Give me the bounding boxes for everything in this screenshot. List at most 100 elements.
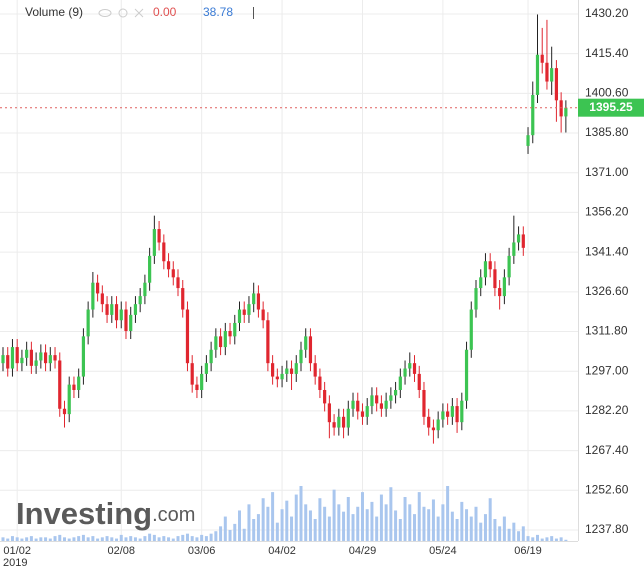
candle-body — [389, 395, 393, 401]
y-tick-label: 1326.60 — [585, 284, 629, 298]
candle-body — [294, 363, 298, 374]
candle-body — [299, 349, 303, 364]
candle-body — [218, 336, 223, 348]
candle-body — [313, 363, 317, 377]
candle-body — [96, 282, 100, 294]
candle-body — [365, 406, 369, 417]
volume-bar — [223, 516, 227, 541]
axes: 1237.80 1252.60 1267.40 1282.20 1297.00 1311.… — [0, 6, 644, 557]
y-tick-label: 1356.20 — [585, 205, 629, 219]
volume-bar — [436, 516, 440, 541]
volume-bar — [233, 523, 237, 541]
volume-bar — [299, 486, 303, 541]
volume-bar — [450, 511, 454, 541]
volume-bar — [261, 498, 265, 541]
volume-bar — [96, 538, 100, 541]
candle-body — [498, 288, 502, 297]
volume-bar — [280, 509, 284, 541]
candle-body — [422, 389, 426, 417]
volume-bar — [209, 533, 213, 541]
candle-body — [412, 363, 417, 374]
volume-bar — [469, 516, 473, 541]
candle-body — [436, 419, 440, 431]
candle-body — [535, 54, 540, 95]
candle-body — [110, 304, 114, 315]
volume-bar — [242, 528, 246, 541]
volume-bar — [176, 536, 180, 541]
candle-body — [337, 416, 341, 428]
candle-body — [370, 395, 374, 407]
volume-bar — [384, 504, 388, 541]
candle-body — [185, 309, 190, 364]
volume-bar — [62, 537, 66, 541]
candle-body — [1, 355, 5, 364]
candle-body — [157, 229, 161, 243]
volume-bar — [238, 510, 241, 541]
candle-body — [181, 288, 185, 310]
candle-body — [474, 288, 478, 310]
candle-body — [455, 406, 459, 423]
volume-bar — [6, 538, 10, 541]
volume-bar — [228, 530, 232, 541]
volume-bar — [512, 522, 516, 541]
candle-body — [289, 368, 294, 374]
candle-body — [450, 406, 454, 417]
volume-bar — [427, 509, 431, 541]
volume-bar — [100, 537, 104, 541]
candle-body — [521, 234, 525, 248]
volume-bar — [441, 504, 445, 541]
volume-bar — [129, 536, 133, 541]
volume-bar — [483, 514, 487, 541]
candle-body — [460, 400, 464, 423]
x-tick-label: 01/02 — [3, 545, 31, 557]
candle-body — [34, 360, 38, 366]
candle-body — [502, 277, 506, 297]
volume-bar — [53, 536, 57, 541]
volume-bar — [493, 519, 497, 541]
candle-body — [531, 94, 535, 136]
volume-bar — [58, 534, 62, 541]
candle-body — [77, 376, 81, 390]
candle-body — [228, 330, 232, 337]
candle-body — [58, 360, 62, 409]
candle-body — [124, 309, 128, 331]
volume-bar — [535, 534, 539, 541]
indicator-value: 0.00 — [153, 5, 177, 19]
candle-body — [20, 357, 24, 364]
candle-body — [441, 411, 445, 420]
volume-bar — [81, 534, 85, 541]
candle-body — [190, 363, 194, 385]
candle-body — [327, 403, 331, 423]
volume-bar — [498, 526, 502, 541]
y-tick-label: 1385.80 — [585, 125, 629, 139]
volume-bar — [185, 533, 189, 541]
candle-body — [318, 376, 322, 390]
candle-body — [408, 363, 412, 369]
volume-bar — [29, 536, 33, 541]
candle-body — [346, 408, 350, 428]
volume-bar — [290, 516, 294, 541]
candle-body — [200, 373, 204, 390]
x-tick-label: 05/24 — [429, 545, 457, 557]
candle-body — [247, 304, 251, 315]
volume-bar — [460, 501, 464, 541]
candle-body — [81, 336, 86, 377]
x-tick-label: 02/08 — [107, 545, 135, 557]
volume-bar — [465, 509, 469, 541]
candle-body — [204, 363, 208, 374]
volume-bar — [554, 538, 558, 541]
indicator-name: Volume (9) — [25, 5, 83, 19]
volume-bar — [138, 538, 142, 541]
volume-bar — [271, 492, 275, 541]
candle-body — [91, 282, 95, 310]
candle-body — [393, 389, 398, 396]
volume-bar — [133, 537, 137, 541]
candle-body — [341, 416, 346, 428]
candle-body — [512, 242, 516, 256]
volume-bar — [72, 537, 76, 541]
candle-body — [29, 349, 33, 366]
volume-bar — [446, 486, 450, 541]
indicator-icons — [98, 8, 144, 18]
candle-body — [25, 349, 29, 358]
